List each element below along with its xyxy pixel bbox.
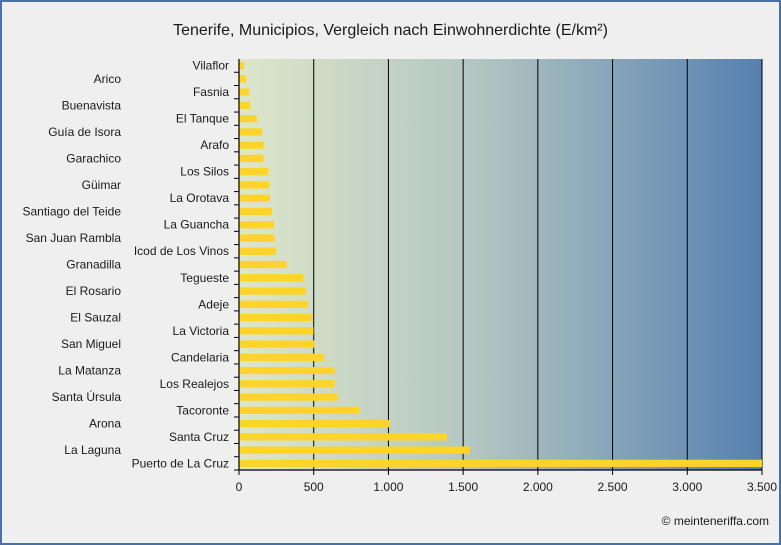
bar [239,380,335,388]
bar [239,221,274,229]
bar [239,234,275,242]
category-label: Puerto de La Cruz [132,456,229,470]
category-label: Buenavista [62,98,122,112]
category-label: Arico [94,72,122,86]
x-tick-label: 0 [236,480,243,494]
category-label: Granadilla [66,258,121,272]
bar [239,327,314,335]
category-label: Los Silos [180,165,229,179]
plot-area [239,59,762,470]
bar [239,300,309,308]
bar [239,433,448,441]
bar [239,353,325,361]
category-label: Arafo [200,138,229,152]
bar [239,88,250,96]
x-tick-label: 1.000 [373,480,403,494]
category-label: Candelaria [171,350,229,364]
bar [239,340,315,348]
category-label: Tacoronte [176,403,229,417]
chart-title: Tenerife, Municipios, Vergleich nach Ein… [173,22,608,39]
category-label: Garachico [66,151,121,165]
category-label: El Sauzal [70,311,121,325]
category-label: Tegueste [180,271,229,285]
bar [239,446,471,454]
bar [239,247,277,255]
bar [239,459,762,468]
bar [239,141,264,149]
bar [239,366,335,375]
bar [239,194,270,202]
category-label: San Miguel [61,337,121,351]
bar [239,393,338,401]
x-tick-label: 1.500 [448,480,478,494]
bar [239,154,264,163]
bar [239,75,247,83]
category-label: El Rosario [66,284,122,298]
category-label: La Guancha [164,218,230,232]
category-label: La Matanza [58,364,121,378]
category-label: Adeje [198,297,229,311]
category-label: Icod de Los Vinos [134,244,229,258]
bar [239,419,391,428]
bar [239,128,263,136]
category-label: San Juan Rambla [26,231,122,245]
category-label: La Victoria [173,324,230,338]
category-label: Fasnia [193,85,229,99]
bar [239,101,251,110]
bar [239,274,304,282]
bar [239,406,360,414]
category-label: Santa Cruz [169,430,229,444]
bar [239,260,287,269]
x-tick-label: 2.500 [598,480,628,494]
bar [239,115,257,123]
category-label: El Tanque [176,112,229,126]
category-label: Santiago del Teide [22,204,121,218]
copyright-text: © meinteneriffa.com [661,514,769,528]
category-label: Los Realejos [160,377,229,391]
category-label: La Laguna [64,443,121,457]
category-label: La Orotava [170,191,230,205]
bar [239,287,306,295]
x-tick-label: 500 [304,480,324,494]
bar [239,168,269,176]
category-label: Arona [89,417,121,431]
category-label: Vilaflor [193,59,229,73]
category-label: Santa Úrsula [52,389,122,404]
x-tick-label: 3.000 [672,480,702,494]
x-tick-label: 2.000 [523,480,553,494]
bar [239,181,270,189]
bar [239,313,313,322]
category-label: Güimar [82,178,121,192]
x-tick-label: 3.500 [747,480,777,494]
bar [239,61,244,70]
bar [239,207,273,216]
category-label: Guía de Isora [48,125,121,139]
